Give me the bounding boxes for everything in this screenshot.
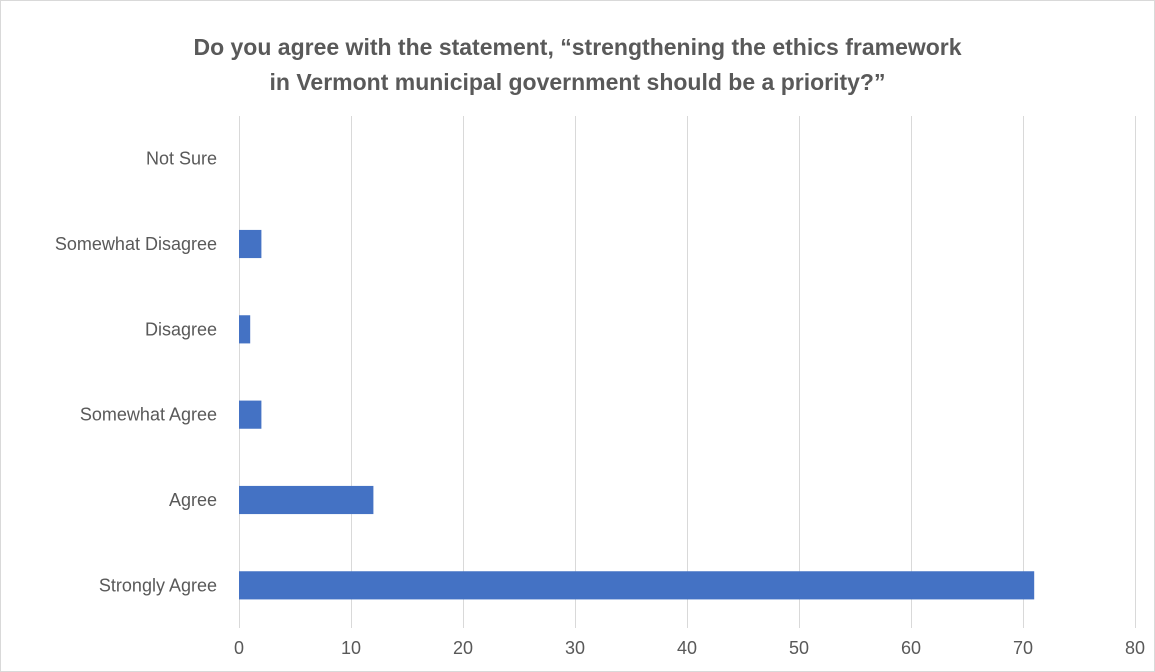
bars [239,229,1035,600]
x-tick-label: 40 [677,638,697,658]
category-label: Strongly Agree [99,575,217,595]
x-tick-label: 30 [565,638,585,658]
category-label: Not Sure [146,149,217,169]
x-tick-label: 50 [789,638,809,658]
chart-title-line-2: in Vermont municipal government should b… [269,69,886,95]
x-tick-label: 60 [901,638,921,658]
x-tick-labels: 0 10 20 30 40 50 60 70 80 [234,638,1145,658]
gridlines [239,116,1136,628]
category-labels: Not Sure Somewhat Disagree Disagree Somewha… [55,149,217,596]
bar [239,400,262,429]
x-tick-label: 0 [234,638,244,658]
bar [239,485,374,515]
bar [239,571,1035,600]
category-label: Somewhat Agree [80,405,217,425]
bar [239,229,262,259]
x-tick-label: 20 [453,638,473,658]
x-tick-label: 10 [341,638,361,658]
bar [239,315,251,344]
category-label: Agree [169,490,217,510]
chart-title-line-1: Do you agree with the statement, “streng… [193,34,962,60]
x-tick-label: 70 [1013,638,1033,658]
category-label: Disagree [145,319,217,339]
category-label: Somewhat Disagree [55,234,217,254]
chart-title: Do you agree with the statement, “streng… [0,30,1155,100]
x-tick-label: 80 [1125,638,1145,658]
